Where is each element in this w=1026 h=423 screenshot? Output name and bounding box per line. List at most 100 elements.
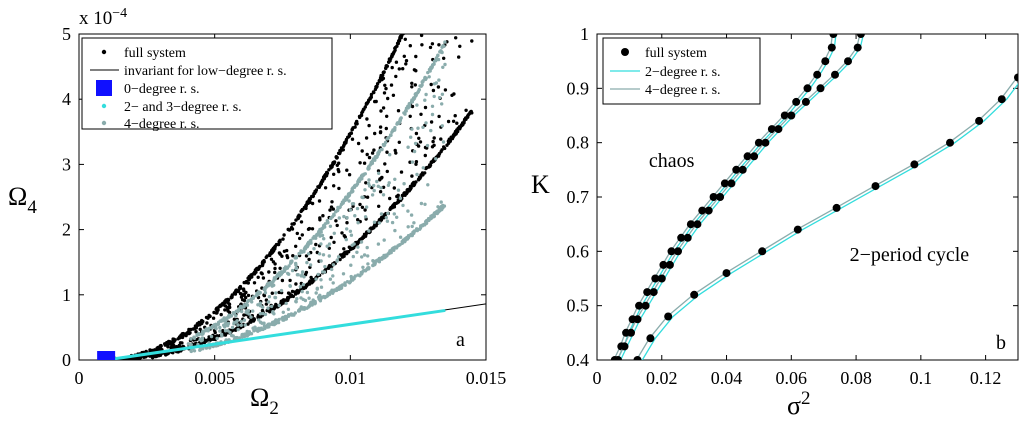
- scatter-point: [404, 191, 408, 196]
- scatter-point: [421, 166, 425, 170]
- scatter-point: [407, 17, 410, 20]
- panel-b-y-tick-label: 0.7: [567, 187, 590, 207]
- scatter-point: [244, 280, 248, 285]
- panel-a-y-tick-label: 2: [62, 220, 71, 240]
- scatter-point: [410, 100, 414, 104]
- scatter-point: [378, 125, 383, 129]
- scatter-point: [332, 184, 336, 188]
- scatter-point: [178, 341, 183, 345]
- scatter-point: [298, 236, 302, 241]
- scatter-point: [252, 317, 256, 321]
- scatter-point: [399, 170, 404, 174]
- scatter-point: [292, 222, 296, 226]
- data-point: [686, 220, 695, 229]
- data-point: [801, 97, 810, 106]
- scatter-point: [337, 216, 341, 220]
- scatter-point: [314, 242, 318, 247]
- scatter-point: [296, 290, 301, 294]
- scatter-point: [294, 255, 298, 259]
- scatter-point: [404, 109, 408, 113]
- panel-b-y-tick-label: 0.6: [567, 241, 590, 261]
- scatter-point: [310, 201, 315, 206]
- scatter-point: [326, 220, 330, 225]
- scatter-point: [381, 106, 386, 110]
- scatter-point: [440, 124, 444, 128]
- scatter-point: [332, 212, 336, 216]
- scatter-point: [258, 301, 262, 305]
- legend-label-4-degree-b: 4−degree r. s.: [645, 83, 721, 98]
- scatter-point: [376, 152, 381, 156]
- scatter-point: [405, 23, 408, 26]
- scatter-point: [315, 286, 319, 290]
- scatter-point: [266, 306, 270, 310]
- scatter-point: [261, 305, 265, 309]
- scatter-point: [330, 200, 334, 204]
- scatter-point: [343, 281, 347, 285]
- scatter-point: [364, 181, 368, 185]
- scatter-point: [325, 244, 329, 248]
- scatter-point: [351, 254, 355, 259]
- scatter-point: [304, 254, 309, 258]
- panel-a: 0 0.005 0.01 0.015 0 1 2 3 4 5 x 10−4 Ω2 Ω4 a fu…: [8, 6, 507, 419]
- scatter-point: [408, 160, 412, 164]
- scatter-point: [340, 200, 345, 204]
- scatter-point: [403, 27, 406, 30]
- data-point: [816, 84, 825, 93]
- scatter-point: [379, 109, 383, 113]
- scatter-point: [335, 258, 339, 262]
- scatter-point: [334, 219, 338, 223]
- scatter-point: [456, 7, 459, 10]
- scatter-point: [354, 122, 359, 126]
- scatter-point: [370, 151, 375, 155]
- scatter-point: [294, 218, 298, 222]
- scatter-point: [468, 110, 472, 115]
- scatter-point: [320, 178, 324, 183]
- scatter-point: [212, 323, 217, 327]
- scatter-point: [414, 94, 418, 98]
- scatter-point: [378, 130, 383, 135]
- scatter-point: [335, 223, 339, 228]
- scatter-point: [242, 313, 246, 317]
- scatter-point: [205, 321, 209, 325]
- panel-a-x-tick-label: 0.015: [466, 368, 507, 388]
- scatter-point: [379, 212, 384, 216]
- data-point: [738, 165, 747, 174]
- panel-b-x-tick-label: 0.02: [646, 368, 678, 388]
- scatter-point: [335, 156, 339, 160]
- panel-b-legend: full system 2−degree r. s. 4−degree r. s…: [602, 37, 761, 105]
- scatter-point: [249, 297, 254, 301]
- scatter-point: [409, 186, 413, 190]
- panel-b-x-tick-label: 0.04: [711, 368, 743, 388]
- scatter-point: [325, 170, 329, 175]
- scatter-point: [272, 283, 276, 287]
- scatter-point: [337, 161, 341, 165]
- scatter-point: [233, 336, 237, 340]
- scatter-point: [366, 262, 370, 266]
- scatter-point: [307, 257, 311, 262]
- scatter-point: [249, 332, 254, 336]
- scatter-point: [419, 201, 424, 206]
- scatter-point: [266, 325, 270, 329]
- scatter-point: [275, 320, 280, 324]
- scatter-point: [436, 154, 441, 158]
- scatter-point: [290, 313, 294, 317]
- data-point: [856, 34, 865, 38]
- scatter-point: [224, 338, 228, 342]
- scatter-point: [398, 196, 403, 200]
- scatter-point: [455, 128, 459, 132]
- scatter-point: [345, 227, 349, 231]
- series-point-0-degree: [97, 351, 116, 360]
- scatter-point: [446, 119, 451, 124]
- scatter-point: [429, 120, 434, 124]
- data-point: [832, 203, 841, 212]
- scatter-point: [408, 17, 411, 20]
- legend-label-full-system-b: full system: [645, 46, 707, 61]
- scatter-point: [196, 323, 200, 327]
- scatter-point: [176, 337, 180, 341]
- scatter-point: [199, 341, 204, 346]
- scatter-point: [443, 40, 447, 44]
- scatter-point: [235, 319, 239, 323]
- data-point: [871, 182, 880, 191]
- scatter-point: [409, 17, 412, 20]
- scatter-point: [412, 7, 415, 10]
